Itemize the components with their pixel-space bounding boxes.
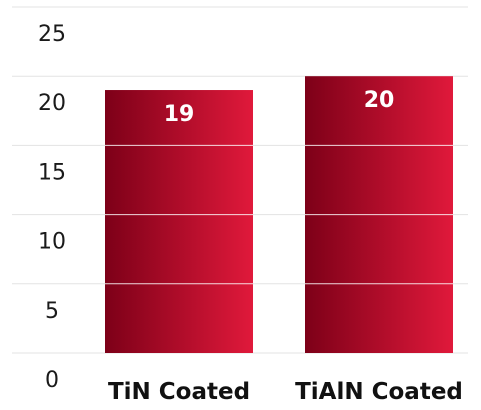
x-category-label: TiAlN Coated [295, 379, 463, 405]
y-tick-label: 0 [45, 368, 59, 393]
y-tick-label: 10 [38, 230, 66, 255]
y-axis-tick-labels: 0 5 10 15 20 25 [38, 22, 66, 393]
y-tick-label: 20 [38, 91, 66, 116]
bar-gridline-overlays [105, 144, 453, 285]
bar-data-label: 19 [164, 102, 195, 127]
bar-data-label: 20 [364, 88, 395, 113]
y-tick-label: 25 [38, 22, 66, 47]
y-tick-label: 15 [38, 160, 66, 185]
y-tick-label: 5 [45, 299, 59, 324]
x-category-label: TiN Coated [108, 379, 250, 405]
bar [105, 90, 253, 353]
x-axis-category-labels: TiN Coated TiAlN Coated [108, 379, 463, 405]
